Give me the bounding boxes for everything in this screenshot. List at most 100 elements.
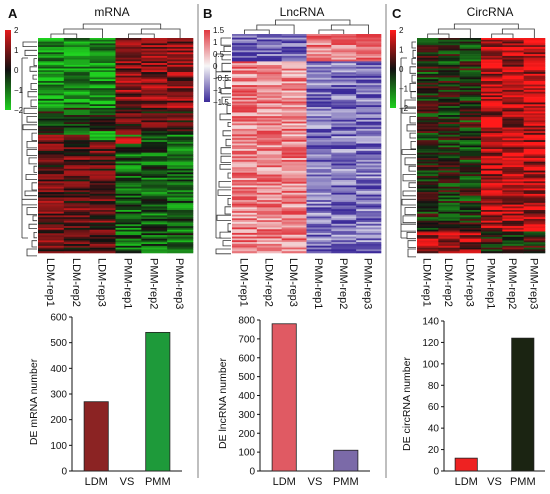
heatmap-cell bbox=[438, 102, 460, 105]
heatmap-cell bbox=[167, 89, 194, 93]
heatmap-cell bbox=[38, 81, 65, 84]
heatmap-cell bbox=[459, 125, 482, 128]
heatmap-cell bbox=[38, 77, 65, 80]
sample-label: PMM-rep3 bbox=[362, 258, 374, 309]
heatmap-cell bbox=[256, 192, 282, 195]
heatmap-cell bbox=[63, 197, 90, 200]
heatmap-cell bbox=[63, 242, 90, 245]
heatmap-cell bbox=[141, 45, 168, 48]
heatmap-cell bbox=[356, 35, 382, 38]
heatmap-cell bbox=[38, 43, 65, 46]
heatmap-cell bbox=[481, 181, 503, 184]
heatmap-cell bbox=[438, 145, 460, 148]
heatmap-cell bbox=[523, 82, 546, 85]
heatmap-cell bbox=[232, 211, 258, 214]
heatmap-cell bbox=[232, 194, 258, 197]
heatmap-cell bbox=[502, 238, 524, 241]
heatmap-cell bbox=[502, 109, 524, 112]
heatmap-cell bbox=[481, 54, 503, 57]
heatmap-cell bbox=[331, 189, 357, 192]
heatmap-cell bbox=[459, 251, 482, 254]
heatmap-cell bbox=[331, 211, 357, 214]
heatmap-cell bbox=[523, 249, 546, 252]
heatmap-cell bbox=[232, 161, 258, 164]
heatmap-cell bbox=[356, 158, 382, 161]
heatmap-cell bbox=[438, 152, 460, 155]
heatmap-cell bbox=[331, 77, 357, 80]
heatmap-cell bbox=[459, 106, 482, 109]
heatmap-cell bbox=[331, 97, 357, 101]
heatmap-cell bbox=[331, 148, 357, 152]
heatmap-cell bbox=[141, 170, 168, 173]
heatmap-cell bbox=[63, 81, 90, 84]
sample-label: LDM-rep2 bbox=[70, 258, 82, 307]
heatmap-cell bbox=[232, 251, 258, 254]
heatmap-cell bbox=[232, 143, 258, 146]
heatmap-cell bbox=[459, 77, 482, 80]
heatmap-cell bbox=[331, 136, 357, 139]
heatmap-cell bbox=[256, 79, 282, 82]
heatmap-cell bbox=[306, 50, 332, 53]
heatmap-cell bbox=[38, 149, 65, 152]
heatmap-cell bbox=[281, 185, 307, 188]
heatmap-cell bbox=[281, 139, 307, 142]
heatmap-cell bbox=[38, 181, 65, 184]
heatmap-cell bbox=[417, 57, 439, 60]
heatmap-cell bbox=[417, 218, 439, 222]
heatmap-cell bbox=[281, 41, 307, 44]
heatmap-cell bbox=[89, 229, 116, 232]
heatmap-cell bbox=[232, 198, 258, 201]
heatmap-cell bbox=[167, 118, 194, 121]
heatmap-cell bbox=[115, 233, 142, 236]
heatmap-cell bbox=[417, 183, 439, 186]
heatmap-cell bbox=[306, 232, 332, 236]
heatmap-cell bbox=[306, 57, 332, 60]
heatmap-cell bbox=[232, 236, 258, 239]
heatmap-cell bbox=[167, 158, 194, 161]
heatmap-cell bbox=[306, 96, 332, 99]
heatmap-cell bbox=[459, 91, 482, 94]
heatmap-cell bbox=[438, 195, 460, 198]
heatmap-cell bbox=[417, 63, 439, 66]
heatmap-cell bbox=[481, 195, 503, 198]
heatmap-cell bbox=[331, 63, 357, 66]
heatmap-cell bbox=[356, 187, 382, 190]
heatmap-cell bbox=[356, 209, 382, 212]
heatmap-cell bbox=[256, 165, 282, 168]
heatmap-cell bbox=[115, 208, 142, 211]
heatmap-cell bbox=[417, 132, 439, 136]
heatmap-cell bbox=[481, 231, 503, 234]
heatmap-cell bbox=[502, 150, 524, 153]
heatmap-cell bbox=[331, 70, 357, 73]
heatmap-cell bbox=[141, 50, 168, 53]
heatmap-cell bbox=[232, 167, 258, 170]
heatmap-cell bbox=[281, 240, 307, 243]
heatmap-cell bbox=[502, 188, 524, 191]
heatmap-cell bbox=[63, 199, 90, 202]
heatmap-cell bbox=[481, 140, 503, 143]
heatmap-cell bbox=[115, 122, 142, 125]
heatmap-cell bbox=[256, 110, 282, 113]
heatmap-cell bbox=[306, 245, 332, 248]
heatmap-cell bbox=[459, 224, 482, 227]
heatmap-cell bbox=[459, 72, 482, 75]
heatmap-cell bbox=[356, 198, 382, 201]
heatmap-cell bbox=[141, 247, 168, 250]
heatmap-cell bbox=[89, 73, 116, 76]
heatmap-cell bbox=[438, 206, 460, 209]
heatmap-cell bbox=[459, 131, 482, 134]
heatmap-cell bbox=[417, 141, 439, 145]
bar-ldm bbox=[271, 323, 297, 472]
heatmap-cell bbox=[331, 190, 357, 194]
heatmap-cell bbox=[523, 177, 546, 180]
heatmap-cell bbox=[306, 55, 332, 59]
heatmap-cell bbox=[232, 145, 258, 148]
heatmap-cell bbox=[502, 95, 524, 98]
heatmap-cell bbox=[459, 122, 482, 125]
heatmap-cell bbox=[502, 143, 524, 146]
heatmap-cell bbox=[331, 161, 357, 164]
heatmap-cell bbox=[417, 152, 439, 155]
heatmap-cell bbox=[417, 50, 439, 53]
heatmap-cell bbox=[306, 220, 332, 223]
heatmap-cell bbox=[331, 138, 357, 141]
